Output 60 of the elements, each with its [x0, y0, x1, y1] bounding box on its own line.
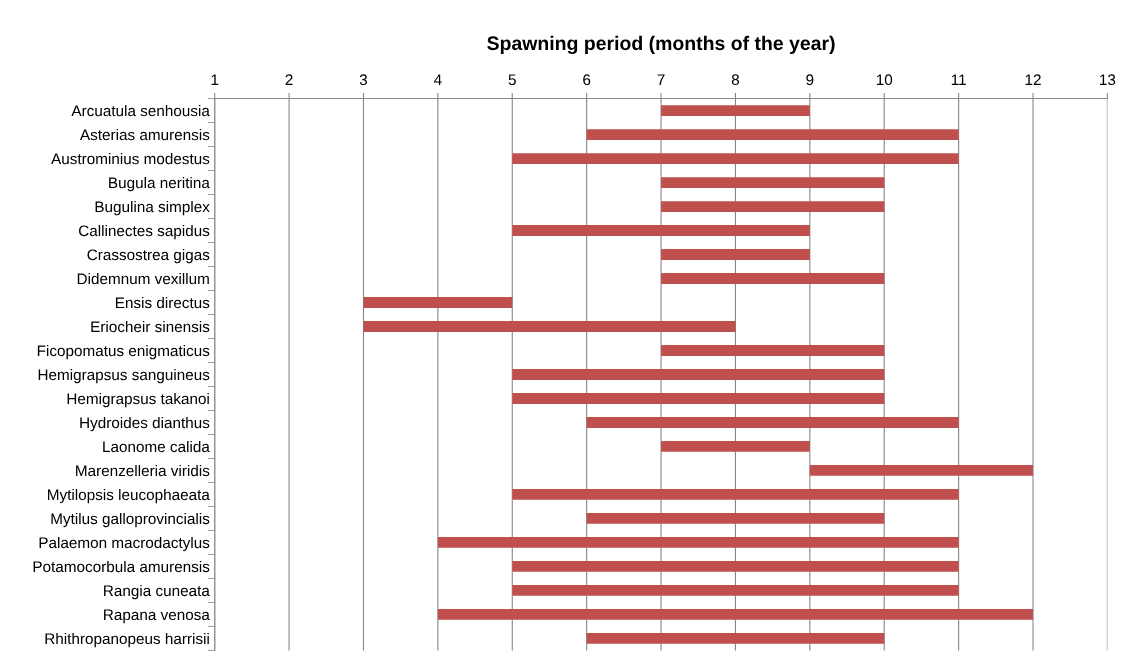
x-tick-label: 8	[731, 74, 740, 86]
x-tick-label: 11	[951, 74, 966, 85]
y-tick-label: Rhithropanopeus harrisii	[45, 632, 209, 648]
bar	[512, 369, 885, 380]
bar	[661, 249, 810, 260]
bar	[661, 441, 810, 452]
y-tick-label: Hemigrapsus takanoi	[67, 392, 209, 408]
y-tick-label: Ensis directus	[116, 296, 210, 309]
y-tick-label: Potamocorbula amurensis	[33, 560, 210, 573]
y-tick-label: Mytilopsis leucophaeata	[48, 488, 210, 504]
bar	[661, 273, 885, 284]
x-tick-label: 5	[508, 74, 516, 86]
y-tick-label: Mytilus galloprovincialis	[51, 512, 210, 528]
y-tick-label: Laonome calida	[103, 440, 210, 453]
x-tick-label: 6	[583, 74, 591, 86]
x-tick-label: 7	[657, 74, 665, 85]
bar	[512, 489, 959, 500]
bar	[661, 201, 885, 212]
y-tick-label: Callinectes sapidus	[78, 224, 210, 240]
x-tick-label: 2	[285, 74, 293, 85]
y-tick-label: Hemigrapsus sanguineus	[38, 368, 210, 384]
bar	[586, 417, 959, 428]
bar	[586, 129, 959, 140]
y-tick-label: Arcuatula senhousia	[71, 105, 210, 117]
x-tick-label: 3	[359, 74, 368, 86]
bar	[512, 153, 959, 164]
y-tick-label: Ficopomatus enigmaticus	[37, 344, 210, 360]
bar	[512, 561, 959, 572]
bar	[437, 537, 959, 548]
bar	[363, 321, 736, 332]
x-tick-label: 4	[433, 74, 442, 85]
y-tick-label: Austrominius modestus	[51, 153, 210, 165]
x-tick-label: 13	[1100, 74, 1116, 86]
bar	[512, 393, 885, 404]
bar	[661, 105, 810, 116]
bar	[512, 225, 810, 236]
bar	[586, 513, 885, 524]
x-tick-label: 12	[1025, 74, 1041, 85]
x-tick-label: 10	[876, 74, 893, 86]
y-tick-label: Eriocheir sinensis	[91, 320, 210, 333]
x-tick-label: 1	[211, 74, 219, 85]
bar	[437, 609, 1034, 620]
bar	[661, 177, 885, 188]
bar	[809, 465, 1034, 476]
y-tick-label: Bugulina simplex	[95, 200, 210, 216]
bar	[661, 345, 885, 356]
y-tick-label: Rapana venosa	[104, 609, 210, 624]
y-tick-label: Hydroides dianthus	[80, 416, 210, 432]
y-tick-label: Didemnum vexillum	[77, 272, 209, 285]
bar	[512, 585, 959, 596]
y-tick-label: Bugula neritina	[109, 177, 210, 192]
bar	[363, 297, 513, 308]
y-tick-label: Palaemon macrodactylus	[39, 536, 210, 552]
y-tick-label: Asterias amurensis	[79, 129, 210, 141]
y-tick-label: Rangia cuneata	[104, 584, 210, 600]
x-tick-label: 9	[806, 74, 814, 86]
y-tick-label: Marenzelleria viridis	[76, 464, 210, 477]
y-tick-label: Crassostrea gigas	[87, 248, 210, 264]
bar	[586, 633, 885, 644]
chart-title: Spawning period (months of the year)	[487, 35, 835, 55]
